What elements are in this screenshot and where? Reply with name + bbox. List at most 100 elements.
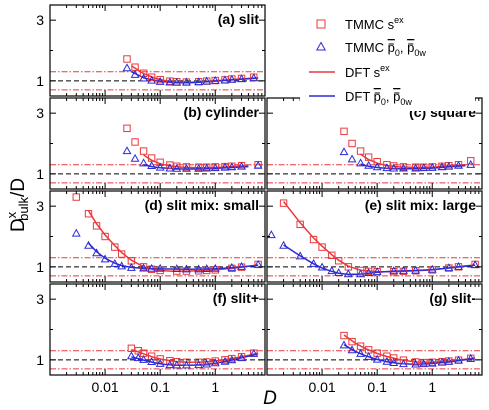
series-line-red [343, 334, 476, 364]
data-point-square [399, 356, 408, 364]
legend-label: DFT sex [345, 63, 390, 80]
legend-label: TMMC sex [345, 15, 404, 32]
legend-marker-triangle [315, 41, 327, 51]
panel-data [339, 331, 476, 368]
x-axis-title: D [263, 388, 277, 409]
data-point-triangle [100, 254, 110, 263]
x-tick-label: 0.01 [308, 379, 335, 395]
data-point-triangle [427, 264, 437, 273]
data-point-triangle [147, 161, 157, 170]
data-point-square [139, 147, 148, 155]
panel-data [122, 55, 259, 86]
legend-label: TMMC p0, p0w [345, 40, 426, 58]
data-point-square [156, 158, 164, 167]
data-point-triangle [227, 355, 237, 364]
legend-label-text: DFT s [345, 65, 381, 80]
data-point-triangle [444, 263, 454, 272]
panel-label: (f) slit+ [213, 290, 259, 306]
data-point-triangle [389, 358, 399, 366]
data-point-triangle [202, 163, 212, 172]
legend-label-sub: 0 [395, 48, 400, 58]
data-point-triangle [172, 77, 182, 86]
legend-box [300, 5, 475, 111]
data-point-triangle [470, 260, 480, 269]
data-point-square [390, 162, 398, 170]
data-point-triangle [181, 360, 191, 369]
data-point-triangle [419, 359, 429, 368]
panel-3: 1 3 (d) slit mix: small [36, 190, 266, 283]
data-point-triangle [398, 359, 408, 368]
data-point-triangle [364, 268, 374, 276]
legend-label-symbol: p [407, 40, 414, 55]
data-point-triangle [267, 230, 276, 239]
data-point-square [356, 266, 365, 275]
data-point-triangle [382, 163, 392, 172]
data-point-square [182, 358, 191, 366]
data-point-triangle [444, 356, 454, 365]
data-point-triangle [210, 358, 220, 367]
data-point-square [147, 73, 156, 81]
y-tick-label: 3 [36, 12, 44, 28]
data-point-triangle [227, 162, 237, 171]
data-point-square [84, 210, 93, 218]
panel-0: 1 3 (a) slit [36, 4, 266, 97]
panel-label: (e) slit mix: large [365, 197, 476, 213]
data-point-triangle [466, 353, 476, 362]
series-line-blue [343, 344, 476, 366]
data-point-square [147, 352, 156, 360]
data-point-triangle [84, 240, 93, 249]
panel-6: 0.01 0.1 1 (g) slit- [266, 283, 483, 395]
y-axis-title-tail: /D [8, 178, 29, 197]
data-point-triangle [194, 360, 204, 369]
data-point-triangle [309, 258, 319, 267]
panel-label: (g) slit- [429, 290, 476, 306]
x-tick-label: 1 [428, 379, 436, 395]
data-point-triangle [139, 355, 149, 363]
legend-label-symbol: p [374, 89, 381, 104]
data-point-triangle [172, 360, 182, 369]
data-point-triangle [389, 163, 399, 172]
data-point-square [390, 354, 398, 362]
data-point-square [92, 222, 101, 230]
data-point-triangle [279, 240, 289, 249]
data-point-triangle [454, 262, 463, 270]
panel-data [122, 124, 263, 172]
data-point-triangle [249, 73, 259, 82]
data-point-square [279, 199, 288, 207]
data-point-triangle [356, 158, 366, 167]
data-point-triangle [122, 146, 132, 155]
legend-label-sub: 0w [414, 48, 426, 58]
legend-label: DFT p0, p0w [345, 89, 412, 107]
data-point-triangle [172, 163, 182, 172]
data-point-square [318, 243, 326, 251]
data-point-triangle [249, 348, 259, 357]
legend-label-symbol: p [393, 89, 400, 104]
data-point-triangle [181, 163, 191, 172]
data-point-square [147, 265, 156, 273]
data-point-square [182, 163, 191, 171]
data-point-triangle [117, 261, 127, 270]
data-point-square [340, 127, 348, 136]
data-point-triangle [202, 76, 212, 85]
data-point-triangle [220, 162, 230, 171]
data-point-triangle [139, 73, 149, 82]
data-point-triangle [155, 358, 165, 367]
data-point-triangle [147, 357, 157, 366]
data-point-square [156, 75, 164, 84]
data-point-square [334, 257, 343, 265]
legend-label-text: TMMC [345, 40, 388, 55]
data-point-triangle [194, 264, 204, 273]
legend-label-sub: 0 [381, 97, 386, 107]
data-point-triangle [427, 162, 437, 171]
data-point-triangle [334, 268, 344, 276]
legend-label-sep: , [386, 89, 393, 104]
data-point-square [348, 139, 356, 148]
data-point-square [399, 267, 408, 276]
data-point-square [123, 124, 131, 133]
data-point-triangle [71, 228, 81, 237]
data-point-triangle [181, 77, 191, 86]
data-point-triangle [343, 269, 353, 278]
x-tick-label: 1 [211, 379, 219, 395]
data-point-triangle [155, 76, 165, 85]
data-point-square [467, 157, 475, 165]
